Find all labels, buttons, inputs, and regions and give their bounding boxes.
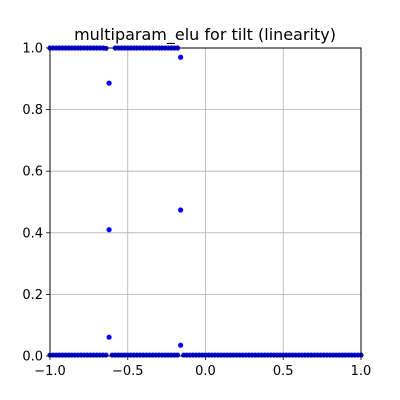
data-point — [178, 207, 184, 213]
x-tick-label: 1.0 — [351, 364, 372, 379]
data-point — [174, 352, 181, 358]
x-tick-label: 0.0 — [195, 364, 216, 379]
y-tick-label: 0.4 — [22, 226, 43, 241]
x-tick-label: 0.5 — [273, 364, 294, 379]
x-tick-label: −0.5 — [112, 364, 144, 379]
data-point — [178, 54, 184, 60]
data-point — [178, 342, 184, 348]
y-tick-label: 1.0 — [22, 42, 43, 57]
x-tick-label: −1.0 — [34, 364, 66, 379]
data-point — [106, 80, 112, 86]
data-point — [106, 334, 112, 340]
chart-title: multiparam_elu for tilt (linearity) — [74, 25, 336, 45]
y-tick-label: 0.2 — [22, 288, 43, 303]
data-point — [103, 352, 109, 358]
y-tick-label: 0.6 — [22, 165, 43, 180]
y-tick-label: 0.0 — [22, 350, 43, 365]
y-tick-label: 0.8 — [22, 103, 43, 118]
data-point — [106, 227, 112, 233]
axis-ticks: −1.0 −0.5 0.0 0.5 1.0 0.0 0.2 0.4 0.6 0.8 1.0 — [22, 42, 371, 380]
